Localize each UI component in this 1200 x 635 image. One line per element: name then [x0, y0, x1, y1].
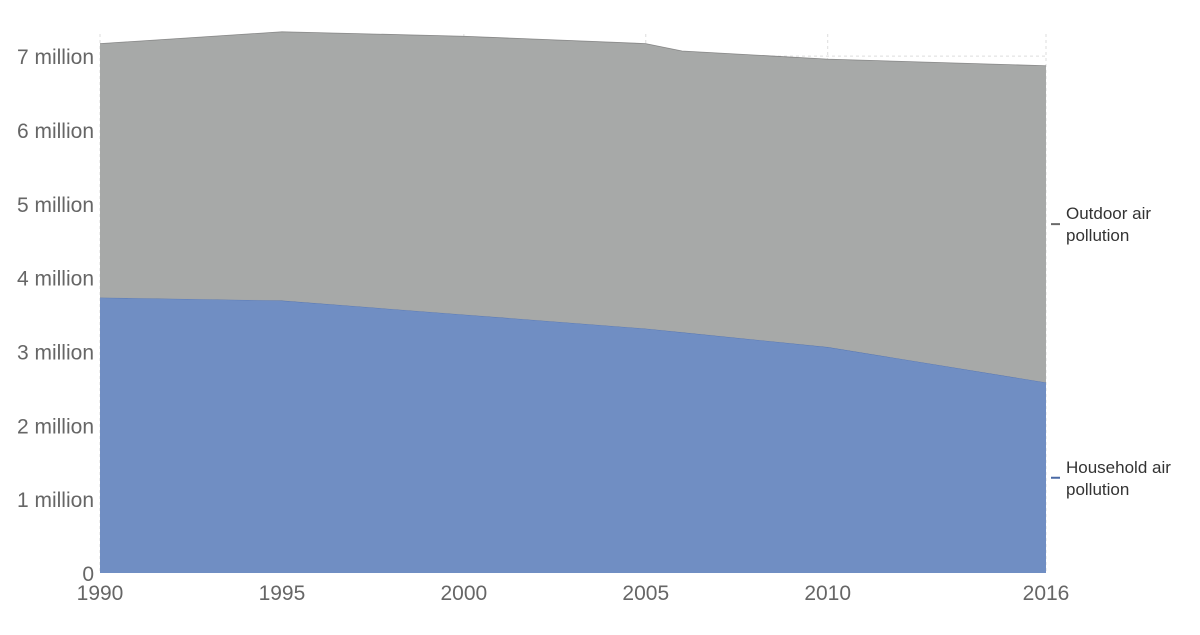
legend-label-0: Household air pollution	[1066, 458, 1171, 499]
y-tick-label: 3 million	[17, 341, 94, 364]
legend: Household air pollution Outdoor air polluti…	[1051, 204, 1171, 499]
series-line-1	[99, 31, 1047, 67]
y-tick-label: 5 million	[17, 194, 94, 217]
y-tick-label: 7 million	[17, 46, 94, 69]
y-tick-label: 1 million	[17, 489, 94, 512]
x-tick-label: 1995	[259, 582, 306, 605]
x-tick-label: 1990	[77, 582, 124, 605]
series-area-1	[100, 31, 1046, 383]
legend-label-line: Outdoor air	[1066, 204, 1151, 223]
x-tick-label: 2000	[440, 582, 487, 605]
y-axis: 0 1 million 2 million 3 million 4 million 5 m…	[17, 46, 94, 586]
x-axis: 1990 1995 2000 2005 2010 2016	[77, 582, 1070, 605]
legend-label-line: pollution	[1066, 480, 1129, 499]
y-tick-label: 4 million	[17, 268, 94, 291]
y-tick-label: 2 million	[17, 415, 94, 438]
legend-label-line: pollution	[1066, 226, 1129, 245]
x-tick-label: 2016	[1023, 582, 1070, 605]
series-area-0	[100, 297, 1046, 573]
legend-label-1: Outdoor air pollution	[1066, 204, 1151, 245]
x-tick-label: 2005	[622, 582, 669, 605]
y-tick-label: 6 million	[17, 120, 94, 143]
area-layer	[99, 31, 1047, 573]
y-tick-label: 0	[82, 563, 94, 586]
legend-label-line: Household air	[1066, 458, 1171, 477]
x-tick-label: 2010	[804, 582, 851, 605]
